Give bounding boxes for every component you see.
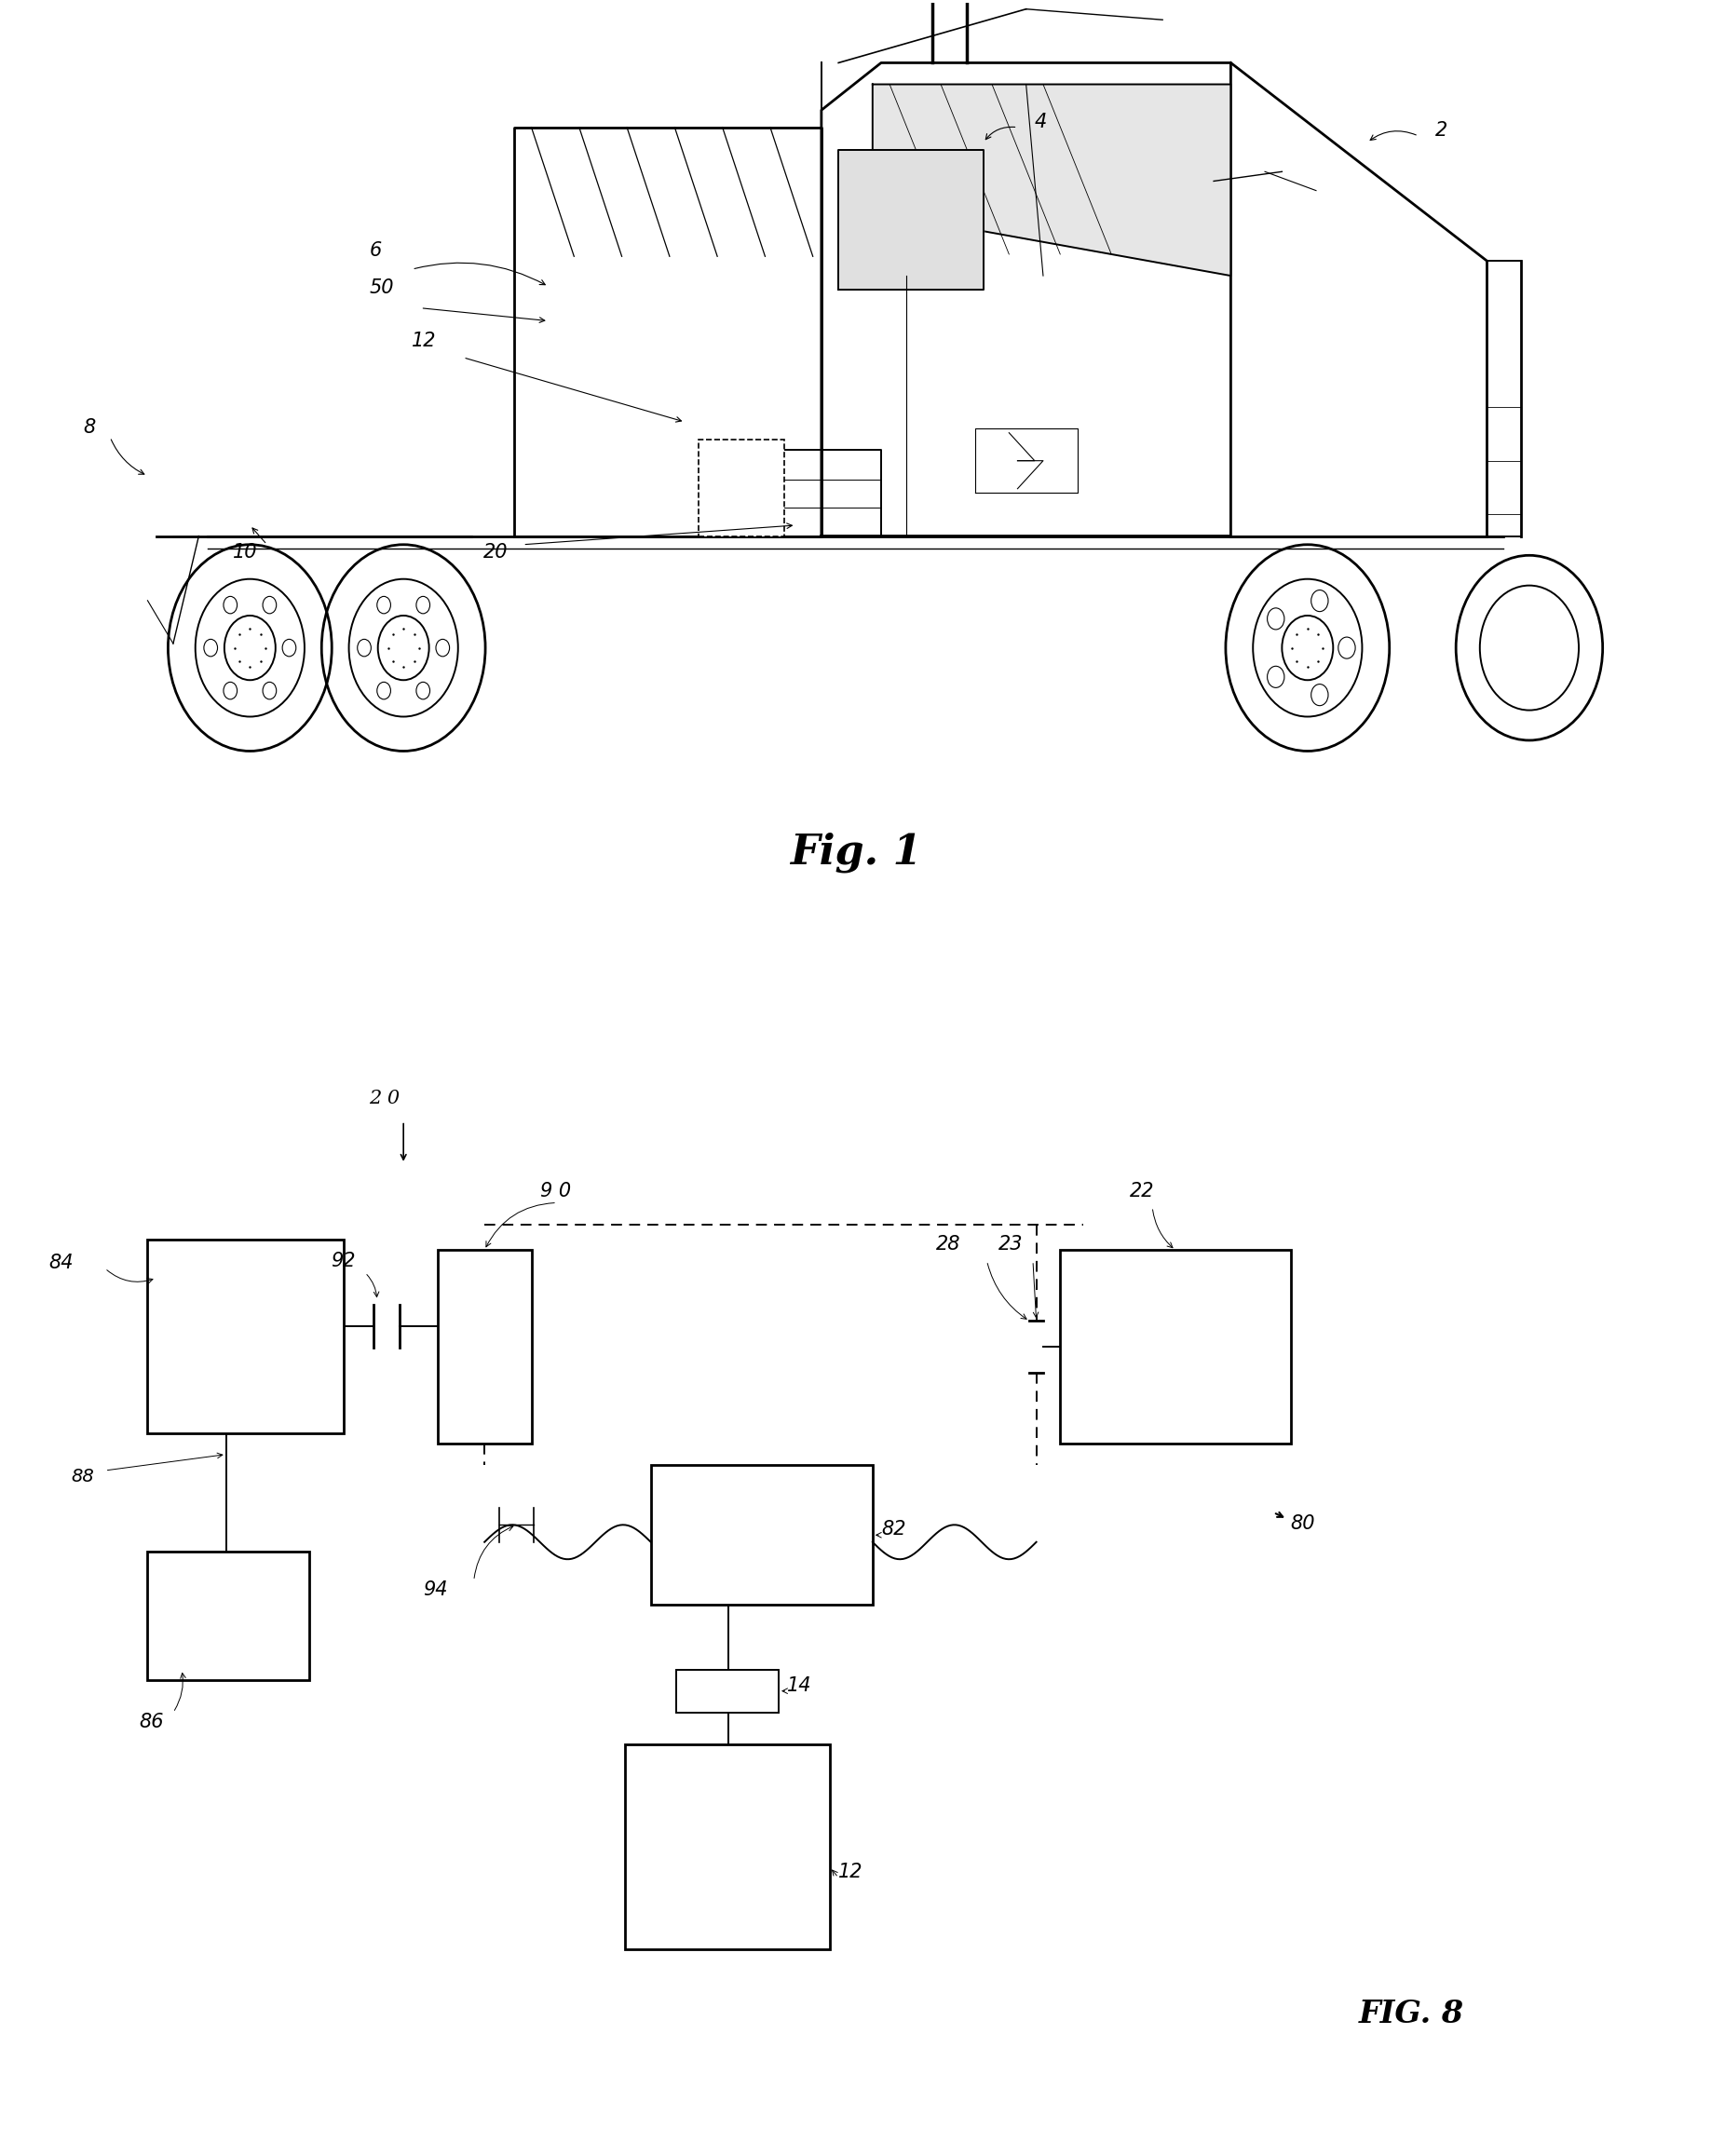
Text: 50: 50 [370, 278, 394, 298]
Text: 12: 12 [412, 332, 436, 351]
Polygon shape [838, 151, 984, 289]
Text: 9 0: 9 0 [541, 1181, 571, 1201]
Text: 94: 94 [423, 1580, 447, 1600]
Polygon shape [873, 84, 1230, 276]
Text: 4: 4 [1035, 112, 1047, 132]
Text: 88: 88 [70, 1468, 94, 1485]
Text: 80: 80 [1290, 1516, 1316, 1533]
Text: Fig. 1: Fig. 1 [789, 832, 922, 873]
Text: 23: 23 [999, 1235, 1023, 1255]
Text: 20: 20 [484, 543, 508, 561]
Text: 14: 14 [787, 1675, 813, 1695]
Text: 12: 12 [838, 1863, 862, 1882]
Text: 2: 2 [1436, 121, 1448, 140]
Bar [676, 1669, 779, 1712]
Bar [1061, 1250, 1290, 1445]
Bar [698, 440, 784, 537]
Text: 28: 28 [936, 1235, 960, 1255]
Text: 22: 22 [1129, 1181, 1153, 1201]
Text: 10: 10 [233, 543, 258, 561]
Bar [650, 1466, 873, 1604]
Text: 92: 92 [330, 1250, 356, 1270]
Text: 6: 6 [370, 241, 382, 261]
Bar [438, 1250, 532, 1445]
Text: FIG. 8: FIG. 8 [1359, 1999, 1465, 2029]
Bar [147, 1550, 310, 1680]
Text: 84: 84 [48, 1253, 74, 1272]
Text: 82: 82 [881, 1520, 905, 1539]
Text: 2 0: 2 0 [370, 1089, 400, 1108]
Text: 86: 86 [139, 1712, 164, 1731]
Bar [147, 1240, 344, 1434]
Bar [625, 1744, 830, 1949]
Text: 8: 8 [82, 418, 96, 436]
